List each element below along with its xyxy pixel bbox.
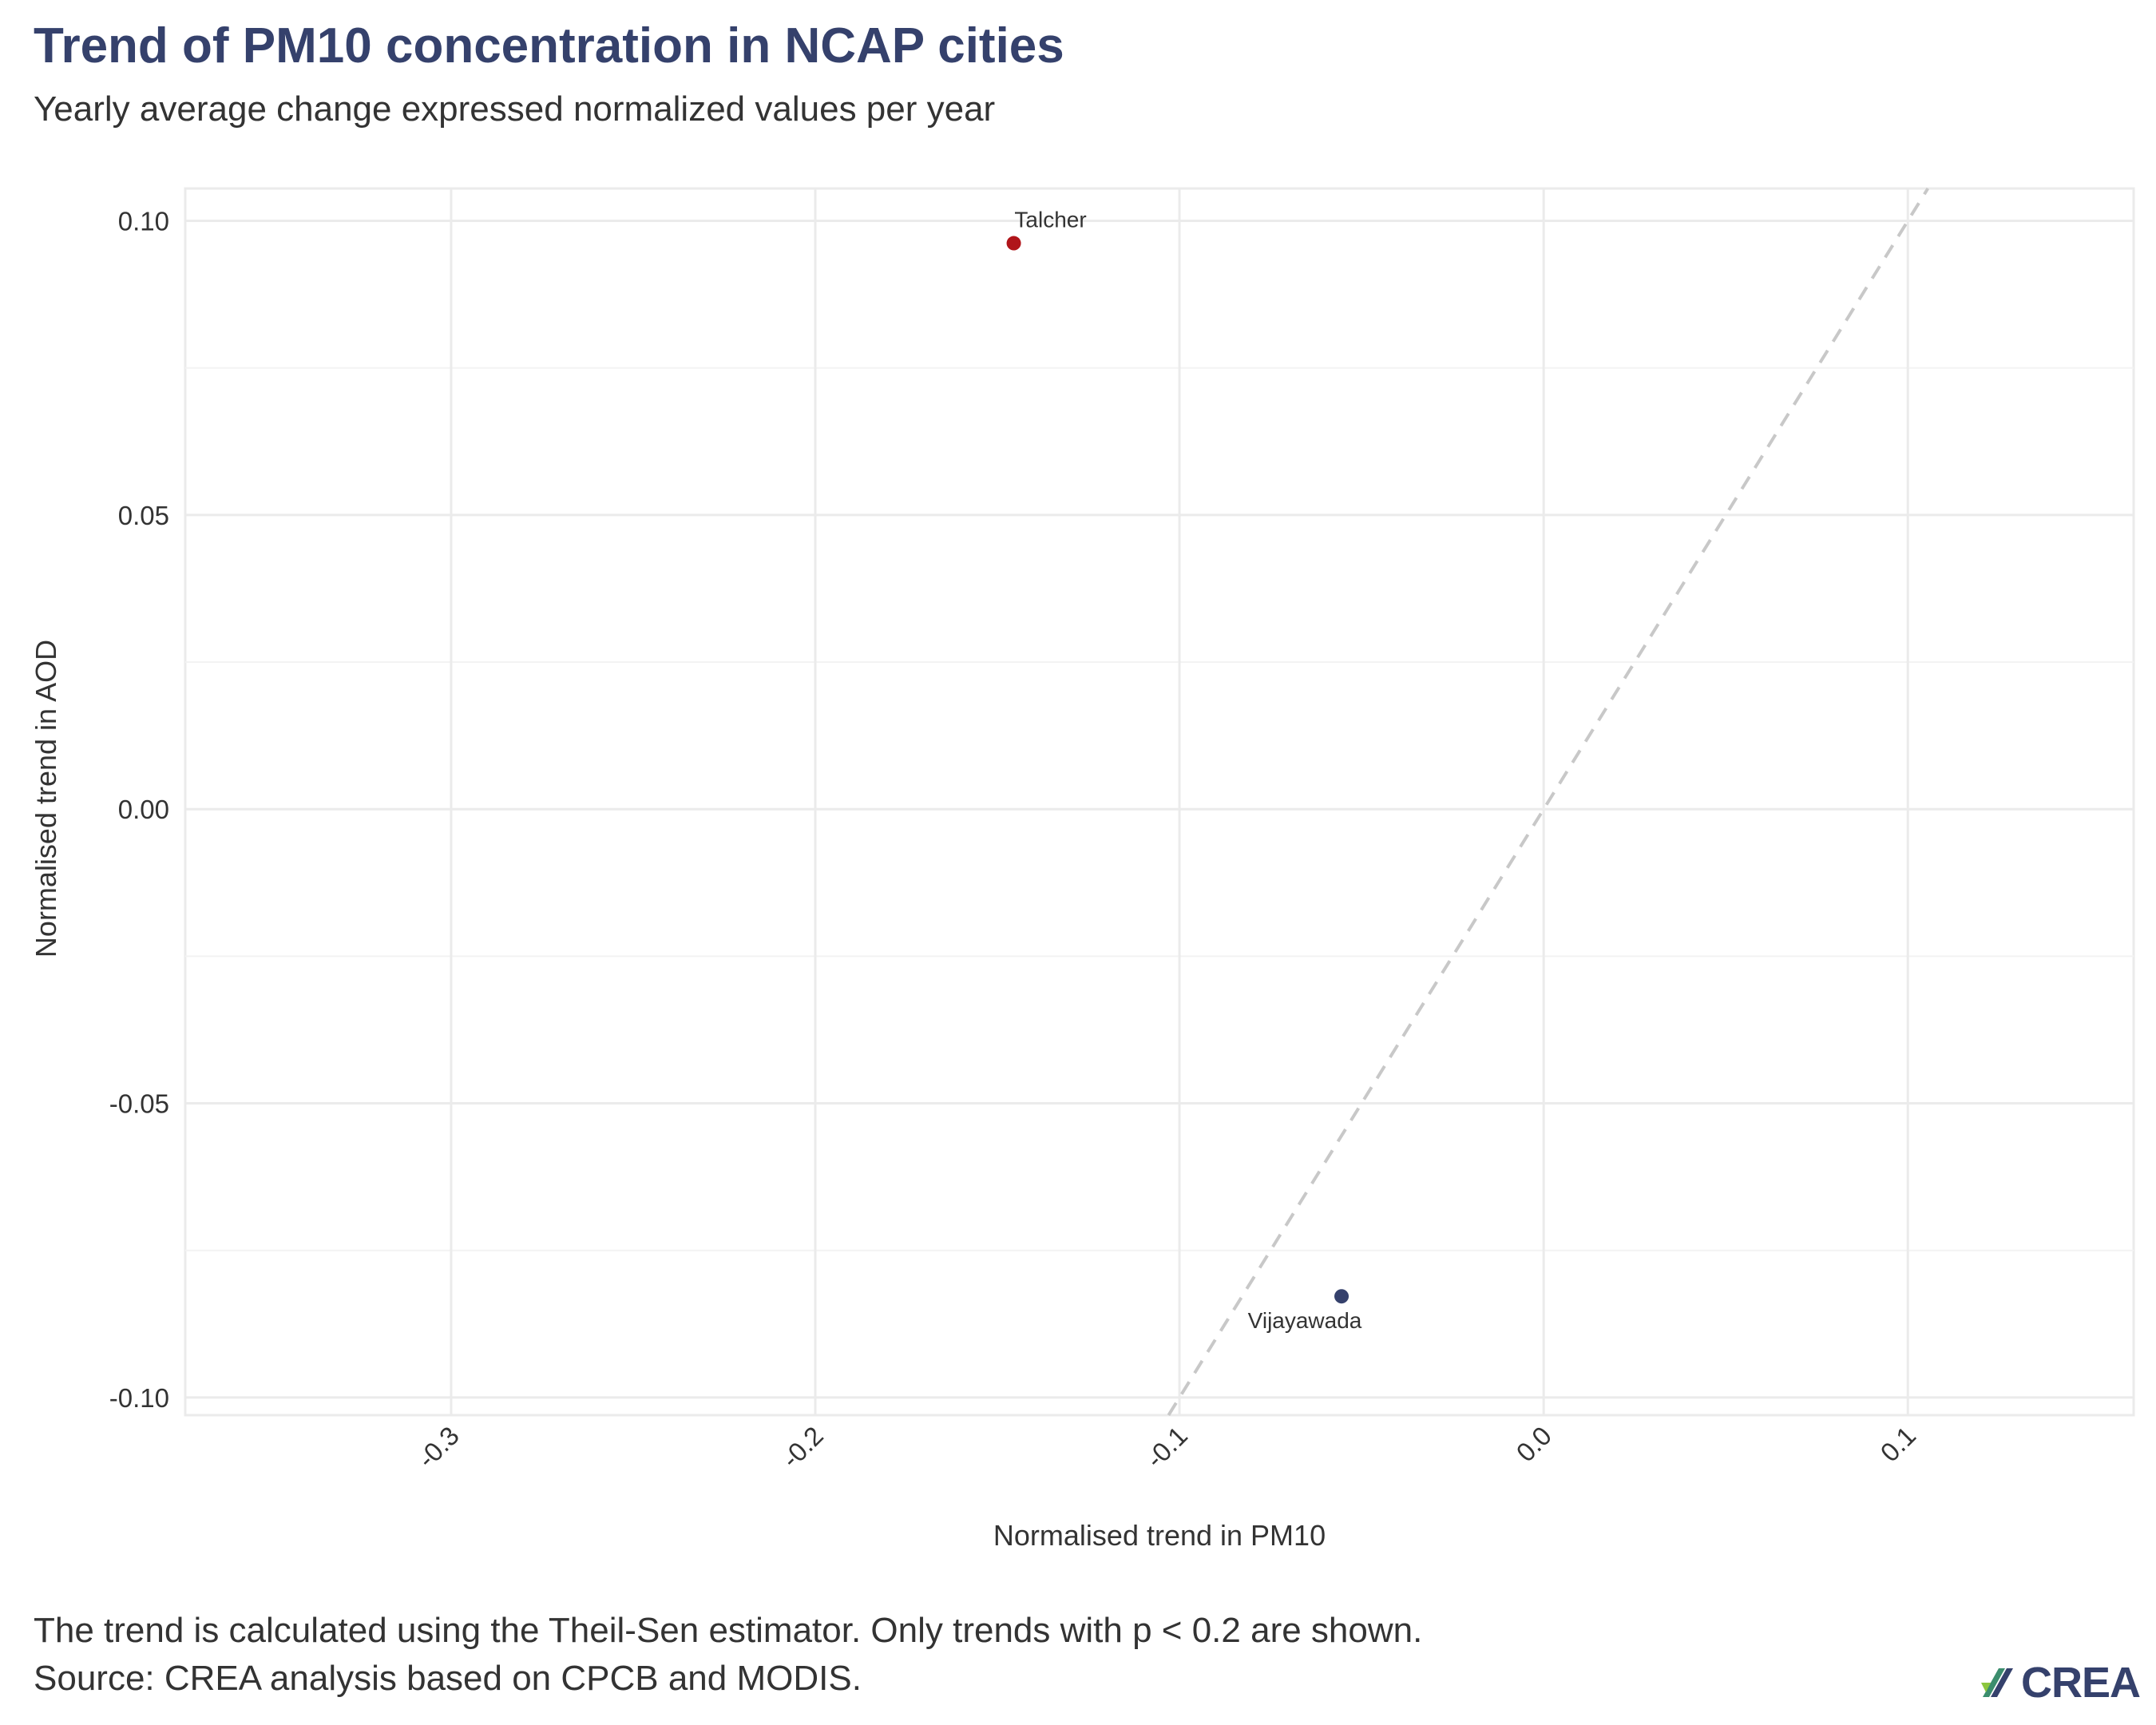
y-axis-title: Normalised trend in AOD <box>30 640 62 958</box>
y-tick-label: 0.10 <box>118 207 169 236</box>
caption-method-note: The trend is calculated using the Theil-… <box>34 1611 1423 1650</box>
crea-leaf-icon <box>1980 1668 2013 1697</box>
point-label-talcher: Talcher <box>1014 208 1086 232</box>
x-tick-label: -0.3 <box>412 1421 465 1473</box>
point-label-vijayawada: Vijayawada <box>1248 1308 1362 1333</box>
point-vijayawada <box>1334 1289 1349 1304</box>
chart-caption: The trend is calculated using the Theil-… <box>34 1607 1422 1703</box>
y-tick-label: -0.10 <box>109 1383 169 1413</box>
y-tick-label: -0.05 <box>109 1089 169 1119</box>
caption-source: Source: CREA analysis based on CPCB and … <box>34 1659 862 1698</box>
grid-layer <box>184 187 2135 1417</box>
point-talcher <box>1006 236 1021 251</box>
x-tick-label: -0.1 <box>1140 1421 1193 1473</box>
axis-layer: -0.10 -0.05 0.00 0.05 0.10 -0.3 -0.2 -0.1 0.0 0.1 <box>109 207 1921 1474</box>
point-layer: Talcher Vijayawada <box>1006 208 1362 1333</box>
crea-logo-text: CREA <box>2020 1659 2141 1707</box>
x-axis-title: Normalised trend in PM10 <box>993 1519 1326 1552</box>
reference-line <box>1167 187 1930 1417</box>
crea-logo: CREA <box>1980 1658 2141 1707</box>
x-tick-label: -0.2 <box>776 1421 829 1473</box>
plot-panel-border <box>184 187 2135 1417</box>
x-tick-label: 0.0 <box>1511 1421 1558 1468</box>
chart-subtitle: Yearly average change expressed normaliz… <box>34 89 996 129</box>
y-tick-label: 0.05 <box>118 501 169 530</box>
reference-line-layer <box>1167 187 1930 1417</box>
chart-title: Trend of PM10 concentration in NCAP citi… <box>34 18 1064 73</box>
y-tick-label: 0.00 <box>118 795 169 824</box>
x-tick-label: 0.1 <box>1875 1421 1922 1468</box>
